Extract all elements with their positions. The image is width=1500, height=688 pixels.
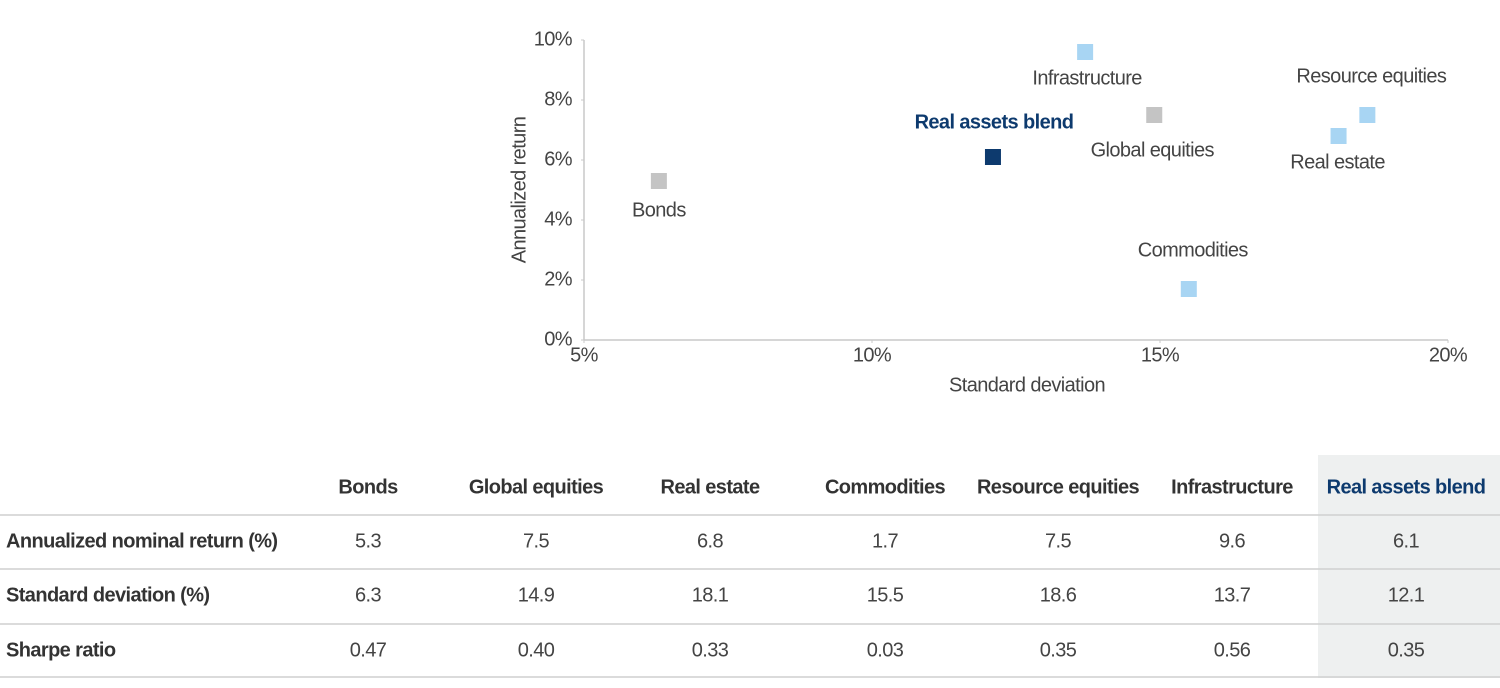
column-header: Bonds [338,476,398,498]
point [1077,44,1094,60]
point [1359,107,1376,123]
point [1180,281,1197,297]
cell: 13.7 [1214,584,1251,606]
point-label: Global equities [1091,139,1215,161]
cell: 9.6 [1219,530,1245,552]
cell: 0.35 [1040,639,1077,661]
column-header: Resource equities [977,476,1140,498]
point [1330,128,1347,144]
y-tick-label: 2% [544,268,573,290]
cell: 18.6 [1040,584,1077,606]
cell: 18.1 [692,584,729,606]
cell: 7.5 [523,530,549,552]
point-label: Real assets blend [915,111,1074,133]
column-header: Real estate [660,476,759,498]
x-tick-label: 15% [1141,344,1180,366]
column-header: Real assets blend [1327,476,1486,498]
x-tick-label: 20% [1429,344,1468,366]
cell: 6.8 [697,530,723,552]
cell: 0.40 [518,639,555,661]
point-label: Bonds [632,199,686,221]
point [1146,107,1163,123]
cell: 0.56 [1214,639,1251,661]
point-label: Infrastructure [1032,67,1142,89]
cell: 5.3 [355,530,381,552]
cell: 0.47 [350,639,387,661]
cell: 7.5 [1045,530,1071,552]
row-label: Sharpe ratio [6,639,116,661]
cell: 0.03 [867,639,904,661]
cell: 6.3 [355,584,381,606]
point-label: Real estate [1290,151,1385,173]
y-tick-label: 10% [534,28,573,50]
cell: 0.33 [692,639,729,661]
column-header: Infrastructure [1171,476,1293,498]
y-axis-label: Annualized return [508,117,530,264]
row-label: Annualized nominal return (%) [6,530,278,552]
x-tick-label: 10% [853,344,892,366]
x-tick-label: 5% [570,344,599,366]
column-header: Global equities [469,476,604,498]
y-tick-label: 6% [544,148,573,170]
x-axis-label: Standard deviation [949,374,1105,396]
column-header: Commodities [825,476,946,498]
cell: 12.1 [1388,584,1425,606]
y-tick-label: 4% [544,208,573,230]
point [650,173,667,189]
point-label: Commodities [1138,239,1249,261]
cell: 0.35 [1388,639,1425,661]
highlight-column [1318,455,1500,678]
y-tick-label: 0% [544,328,573,350]
y-tick-label: 8% [544,88,573,110]
cell: 15.5 [867,584,904,606]
cell: 6.1 [1393,530,1419,552]
point-label: Resource equities [1296,65,1446,87]
point [984,149,1001,165]
row-label: Standard deviation (%) [6,584,210,606]
cell: 14.9 [518,584,555,606]
cell: 1.7 [872,530,898,552]
